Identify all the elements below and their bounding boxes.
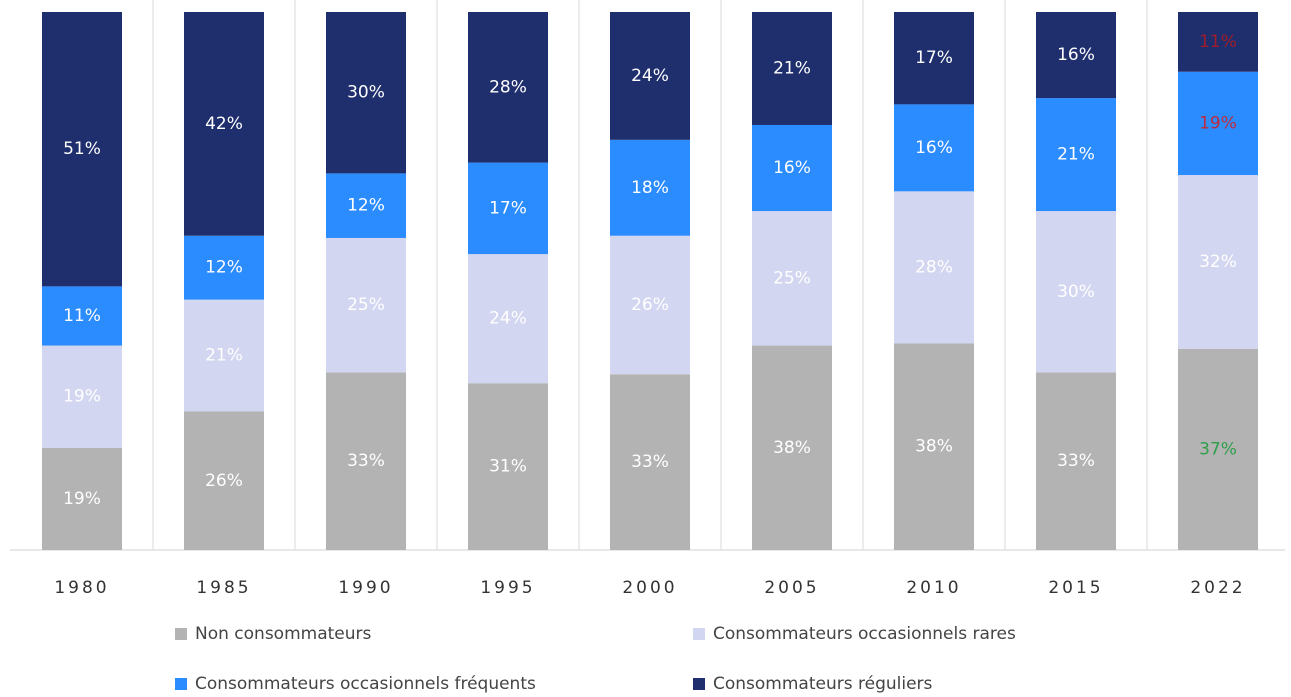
bar-segment	[894, 191, 974, 344]
value-label: 19%	[1199, 113, 1237, 133]
bar-segment	[752, 211, 832, 346]
value-label: 24%	[489, 309, 527, 329]
x-tick-label: 2010	[906, 578, 961, 598]
value-label: 16%	[773, 158, 811, 178]
bar-segment	[894, 343, 974, 550]
bar-segment	[610, 139, 690, 236]
bar-segment	[752, 12, 832, 125]
legend-marker	[693, 678, 705, 690]
value-label: 16%	[915, 138, 953, 158]
value-label: 16%	[1057, 45, 1095, 65]
value-label: 21%	[205, 346, 243, 366]
value-label: 24%	[631, 66, 669, 86]
value-label: 17%	[915, 48, 953, 68]
value-label: 38%	[915, 437, 953, 457]
x-tick-label: 1995	[480, 578, 535, 598]
value-label: 26%	[631, 295, 669, 315]
value-label: 51%	[63, 139, 101, 159]
value-label: 25%	[347, 295, 385, 315]
value-label: 11%	[1199, 32, 1237, 52]
value-label: 37%	[1199, 439, 1237, 459]
value-label: 28%	[489, 77, 527, 97]
value-label: 11%	[63, 306, 101, 326]
bar-segment	[184, 411, 264, 550]
legend-label: Consommateurs occasionnels fréquents	[195, 674, 536, 694]
value-label: 18%	[631, 178, 669, 198]
bar-segment	[184, 235, 264, 300]
bar-segment	[752, 345, 832, 550]
bar-segment	[894, 104, 974, 192]
value-label: 42%	[205, 114, 243, 134]
bar-segment	[326, 173, 406, 238]
bar-segment	[468, 254, 548, 384]
value-label: 25%	[773, 268, 811, 288]
bar-segment	[326, 237, 406, 373]
legend-label: Consommateurs occasionnels rares	[713, 624, 1016, 644]
bar-segment	[468, 12, 548, 163]
bar-segment	[1036, 211, 1116, 373]
bar-segment	[42, 12, 122, 287]
bar-segment	[752, 124, 832, 212]
value-label: 38%	[773, 438, 811, 458]
bar-segment	[468, 162, 548, 255]
value-label: 31%	[489, 457, 527, 477]
bar-segment	[42, 345, 122, 448]
value-label: 12%	[205, 258, 243, 278]
value-label: 17%	[489, 198, 527, 218]
x-tick-label: 1980	[54, 578, 109, 598]
bar-segment	[1178, 71, 1258, 176]
bar-segment	[468, 383, 548, 550]
bar-segment	[610, 12, 690, 140]
value-label: 12%	[347, 196, 385, 216]
bar-segment	[42, 447, 122, 550]
value-label: 21%	[773, 58, 811, 78]
x-tick-label: 1990	[338, 578, 393, 598]
bar-segment	[610, 235, 690, 375]
bar-segment	[326, 372, 406, 550]
bar-segment	[326, 12, 406, 174]
x-tick-label: 2005	[764, 578, 819, 598]
legend-label: Non consommateurs	[195, 624, 372, 644]
x-tick-label: 1985	[196, 578, 251, 598]
bar-segment	[1036, 372, 1116, 550]
bar-segment	[1178, 348, 1258, 550]
value-label: 19%	[63, 489, 101, 509]
bar-segment	[42, 286, 122, 346]
x-tick-label: 2000	[622, 578, 677, 598]
value-label: 32%	[1199, 252, 1237, 272]
value-label: 30%	[347, 83, 385, 103]
bar-segment	[1036, 12, 1116, 99]
legend-marker	[175, 628, 187, 640]
value-label: 19%	[63, 387, 101, 407]
legend-label: Consommateurs réguliers	[713, 674, 933, 694]
value-label: 33%	[631, 452, 669, 472]
bar-segment	[184, 12, 264, 236]
bar-segment	[1178, 12, 1258, 72]
bar-segment	[610, 374, 690, 550]
legend-marker	[693, 628, 705, 640]
value-label: 26%	[205, 471, 243, 491]
value-label: 33%	[1057, 451, 1095, 471]
legend-marker	[175, 678, 187, 690]
value-label: 33%	[347, 451, 385, 471]
bar-segment	[184, 299, 264, 412]
x-tick-label: 2022	[1190, 578, 1245, 598]
value-label: 30%	[1057, 282, 1095, 302]
bar-segment	[1178, 175, 1258, 349]
bar-segment	[1036, 98, 1116, 212]
value-label: 28%	[915, 257, 953, 277]
x-tick-label: 2015	[1048, 578, 1103, 598]
bar-segment	[894, 12, 974, 105]
value-label: 21%	[1057, 145, 1095, 165]
